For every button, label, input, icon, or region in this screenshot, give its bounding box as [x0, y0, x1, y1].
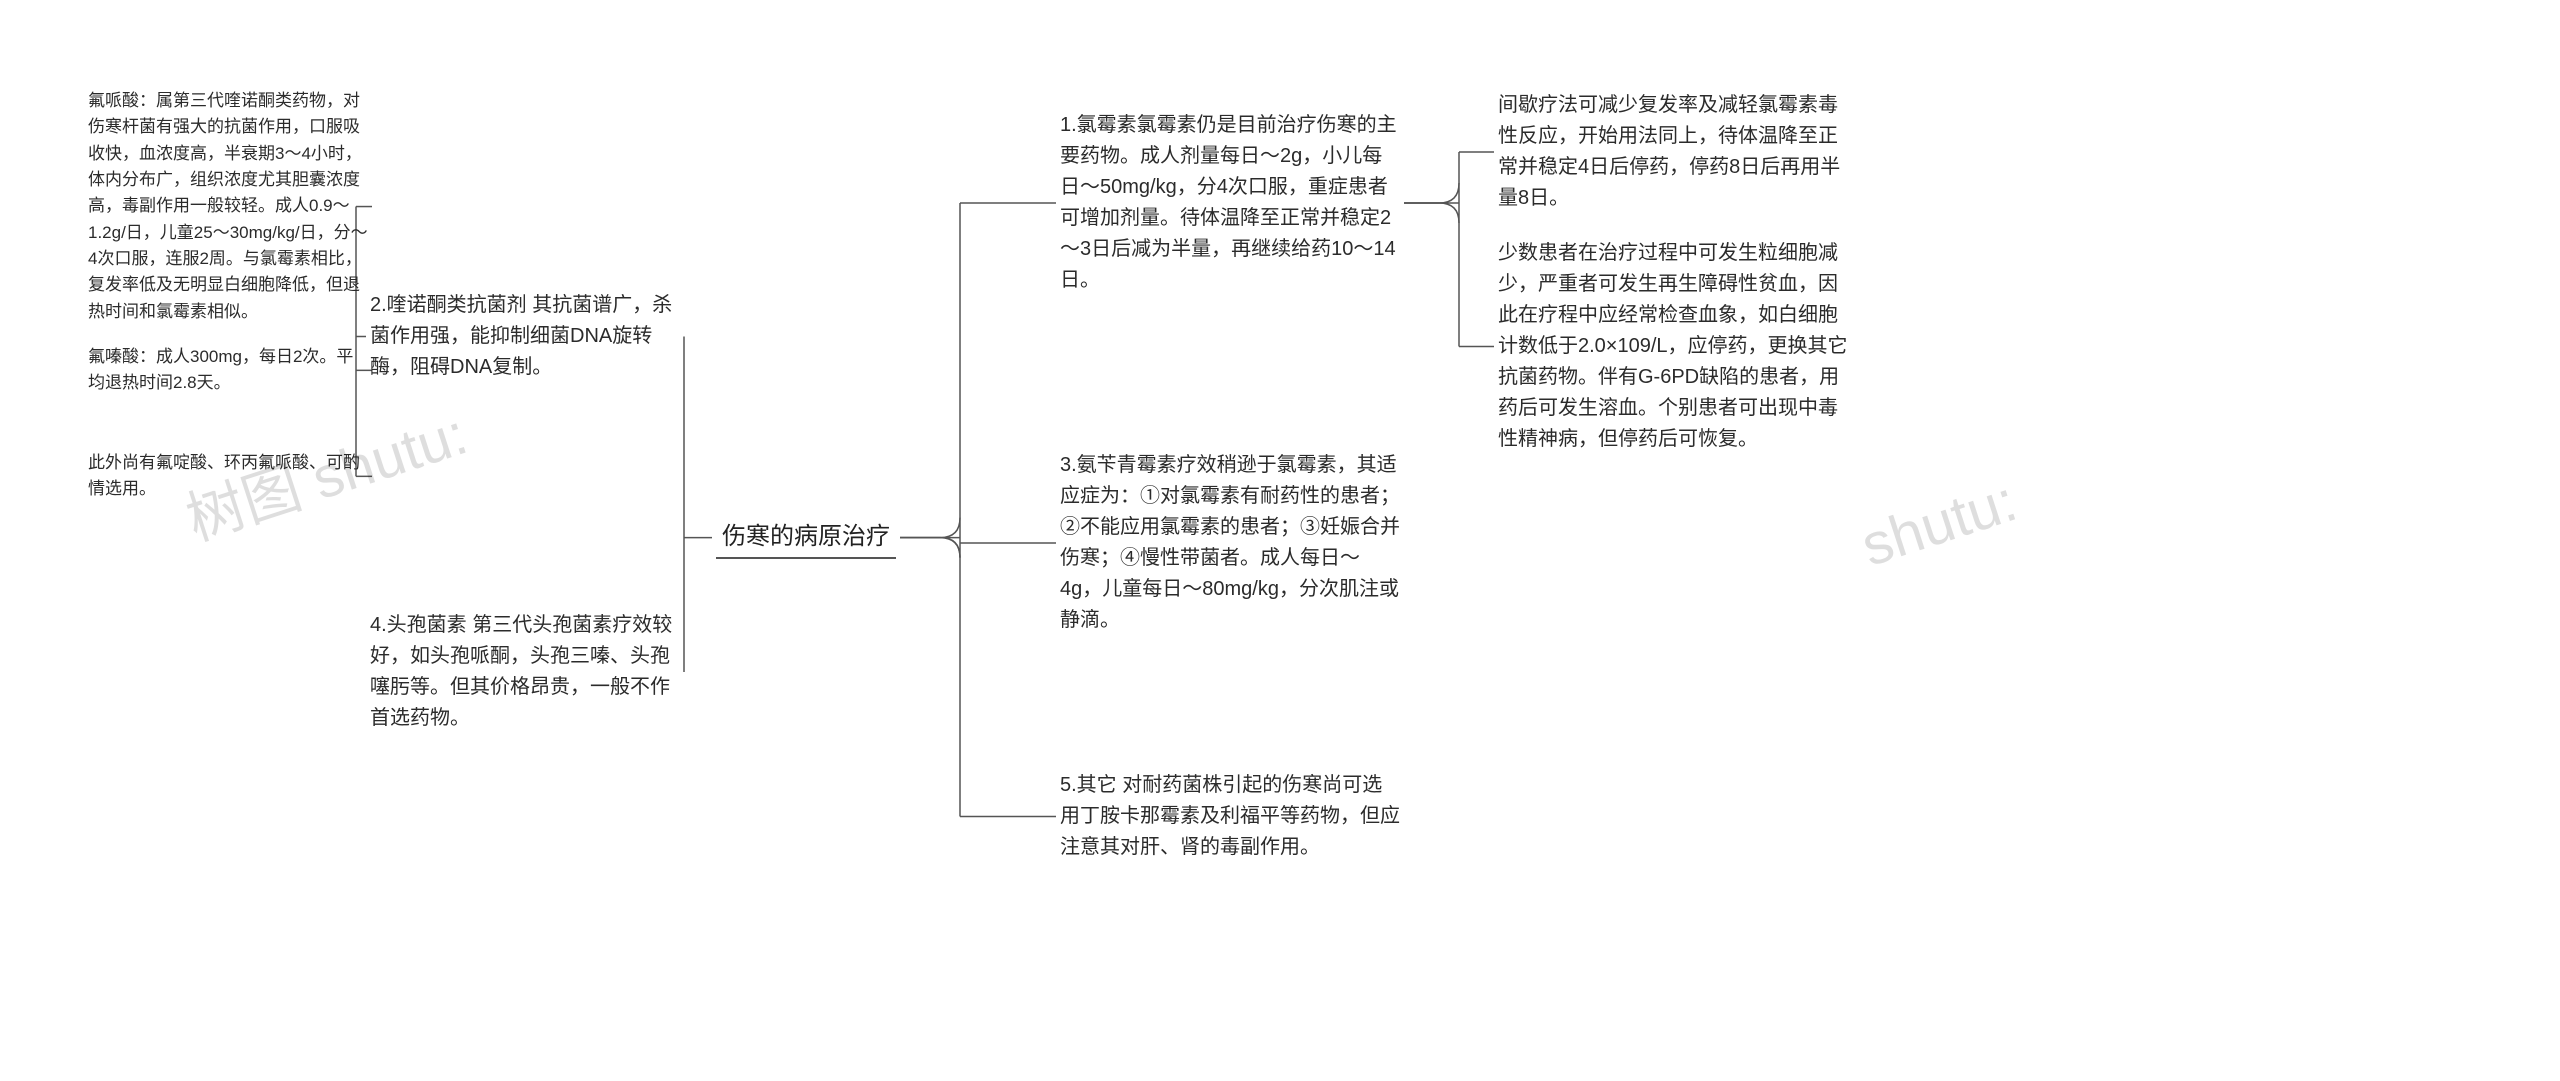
right-node-1: 1.氯霉素氯霉素仍是目前治疗伤寒的主要药物。成人剂量每日～2g，小儿每日～50m… — [1060, 110, 1400, 296]
left-node-1: 2.喹诺酮类抗菌剂 其抗菌谱广，杀菌作用强，能抑制细菌DNA旋转酶，阻碍DNA复… — [370, 290, 680, 383]
watermark-2: shutu: — [1854, 467, 2025, 580]
root-node: 伤寒的病原治疗 — [716, 516, 896, 559]
left-node-1-child-1: 氟哌酸：属第三代喹诺酮类药物，对伤寒杆菌有强大的抗菌作用，口服吸收快，血浓度高，… — [88, 88, 368, 325]
right-node-1-child-2: 少数患者在治疗过程中可发生粒细胞减少，严重者可发生再生障碍性贫血，因此在疗程中应… — [1498, 238, 1853, 455]
left-node-2: 4.头孢菌素 第三代头孢菌素疗效较好，如头孢哌酮，头孢三嗪、头孢噻肟等。但其价格… — [370, 610, 680, 734]
left-node-1-child-2: 氟嗪酸：成人300mg，每日2次。平均退热时间2.8天。 — [88, 344, 368, 397]
right-node-2: 3.氨苄青霉素疗效稍逊于氯霉素，其适应症为：①对氯霉素有耐药性的患者；②不能应用… — [1060, 450, 1400, 636]
left-node-1-child-3: 此外尚有氟啶酸、环丙氟哌酸、可酌情选用。 — [88, 450, 368, 503]
right-node-1-child-1: 间歇疗法可减少复发率及减轻氯霉素毒性反应，开始用法同上，待体温降至正常并稳定4日… — [1498, 90, 1853, 214]
right-node-3: 5.其它 对耐药菌株引起的伤寒尚可选用丁胺卡那霉素及利福平等药物，但应注意其对肝… — [1060, 770, 1400, 863]
